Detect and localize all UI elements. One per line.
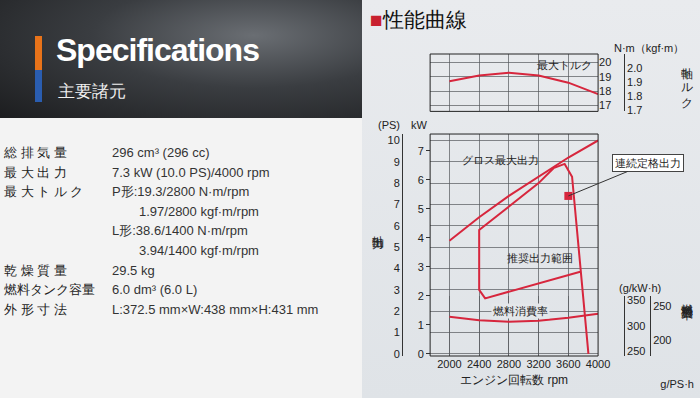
svg-text:1: 1	[394, 326, 400, 338]
svg-text:6: 6	[418, 174, 424, 186]
html-text:3.94/1400 kgf·m/rpm: 3.94/1400 kgf·m/rpm	[139, 243, 259, 258]
svg-text:燃料消費率: 燃料消費率	[493, 305, 548, 317]
svg-text:4: 4	[418, 232, 424, 244]
svg-text:17: 17	[599, 99, 611, 111]
svg-text:19: 19	[599, 71, 611, 83]
svg-text:20: 20	[599, 56, 611, 68]
svg-text:2400: 2400	[467, 358, 491, 370]
svg-text:10: 10	[388, 134, 400, 146]
svg-text:250: 250	[653, 300, 671, 312]
html-text:P形:19.3/2800 N·m/rpm: P形:19.3/2800 N·m/rpm	[112, 184, 250, 200]
svg-text:0: 0	[418, 348, 424, 360]
html-text:外 形 寸 法: 外 形 寸 法	[4, 301, 67, 317]
svg-text:グロス最大出力: グロス最大出力	[462, 154, 539, 166]
html-text:L形:38.6/1400 N·m/rpm: L形:38.6/1400 N·m/rpm	[112, 223, 248, 239]
svg-text:推奨出力範囲: 推奨出力範囲	[507, 252, 573, 264]
html-text:主要諸元: 主要諸元	[58, 82, 126, 101]
svg-text:18: 18	[599, 85, 611, 97]
html-text:6.0 dm³ (6.0 L): 6.0 dm³ (6.0 L)	[112, 282, 198, 298]
svg-text:5: 5	[394, 241, 400, 253]
svg-text:最大トルク: 最大トルク	[537, 59, 592, 71]
svg-text:3: 3	[418, 261, 424, 273]
svg-text:8: 8	[394, 177, 400, 189]
svg-text:6: 6	[394, 220, 400, 232]
html-text:N·m（kgf·m）: N·m（kgf·m）	[614, 42, 685, 54]
svg-text:300: 300	[627, 320, 645, 332]
svg-text:9: 9	[394, 156, 400, 168]
svg-text:2: 2	[418, 290, 424, 302]
html-text:kW: kW	[411, 119, 427, 131]
svg-text:1: 1	[418, 319, 424, 331]
svg-text:2000: 2000	[437, 358, 461, 370]
svg-text:0: 0	[394, 348, 400, 360]
html-text:最 大 出 力: 最 大 出 力	[4, 164, 67, 180]
html-text:総 排 気 量: 総 排 気 量	[4, 145, 67, 160]
svg-text:連続定格出力: 連続定格出力	[615, 157, 681, 169]
svg-text:1.8: 1.8	[627, 90, 642, 102]
html-text:L:372.5 mm×W:438 mm×H:431 mm: L:372.5 mm×W:438 mm×H:431 mm	[112, 301, 319, 317]
html-text:296 cm³ (296 cc): 296 cm³ (296 cc)	[112, 145, 210, 160]
svg-text:200: 200	[653, 334, 671, 346]
svg-text:エンジン回転数 rpm: エンジン回転数 rpm	[460, 373, 568, 387]
html-text:■性能曲線: ■性能曲線	[370, 8, 467, 31]
svg-text:2: 2	[394, 305, 400, 317]
html-text:29.5 kg: 29.5 kg	[112, 262, 155, 278]
svg-text:3: 3	[394, 284, 400, 296]
svg-text:4: 4	[394, 262, 400, 274]
html-text:1.97/2800 kgf·m/rpm: 1.97/2800 kgf·m/rpm	[139, 203, 259, 219]
html-text:7.3 kW (10.0 PS)/4000 rpm: 7.3 kW (10.0 PS)/4000 rpm	[112, 164, 270, 180]
html-text:燃料消費率: 燃料消費率	[680, 294, 694, 299]
html-text:燃料タンク容量: 燃料タンク容量	[4, 282, 95, 298]
svg-text:250: 250	[627, 345, 645, 357]
svg-text:2.0: 2.0	[627, 62, 642, 74]
html-text:軸出力: 軸出力	[371, 226, 385, 229]
svg-text:7: 7	[418, 145, 424, 157]
svg-text:350: 350	[627, 294, 645, 306]
svg-text:5: 5	[418, 203, 424, 215]
svg-text:3200: 3200	[526, 358, 550, 370]
svg-text:2800: 2800	[497, 358, 521, 370]
html-text:最 大 ト ル ク: 最 大 ト ル ク	[4, 184, 84, 200]
html-text:(PS): (PS)	[378, 119, 400, 131]
html-text:(g/kW·h): (g/kW·h)	[619, 282, 662, 294]
svg-text:4000: 4000	[586, 358, 610, 370]
svg-text:1.7: 1.7	[627, 104, 642, 116]
html-text:乾 燥 質 量: 乾 燥 質 量	[4, 262, 67, 278]
html-text:軸トルク: 軸トルク	[680, 58, 694, 104]
html-text:g/PS·h: g/PS·h	[660, 378, 694, 390]
svg-text:7: 7	[394, 198, 400, 210]
html-text:Specifications: Specifications	[56, 32, 259, 68]
svg-text:3600: 3600	[556, 358, 580, 370]
svg-text:1.9: 1.9	[627, 76, 642, 88]
